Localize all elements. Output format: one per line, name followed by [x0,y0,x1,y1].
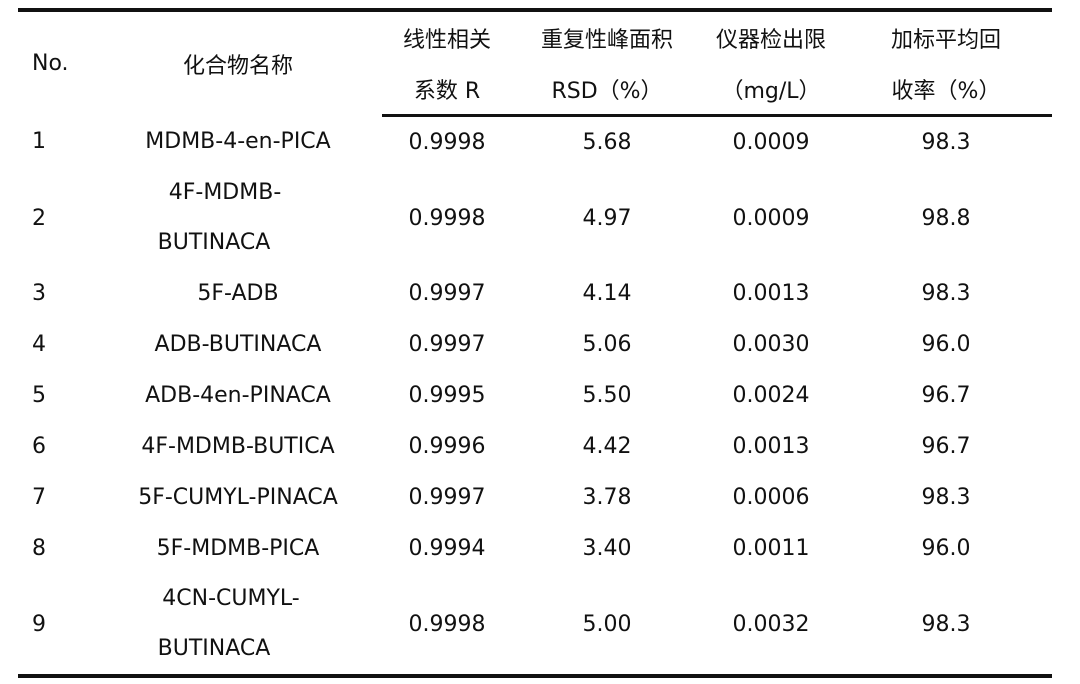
table-row: 7 5F-CUMYL-PINACA 0.9997 3.78 0.0006 98.… [18,472,1052,523]
cell-r: 0.9998 [382,574,512,678]
cell-r: 0.9997 [408,485,486,510]
table-row: 5 ADB-4en-PINACA 0.9995 5.50 0.0024 96.7 [18,370,1052,421]
compound-name-line1: 4CN-CUMYL- [162,586,300,611]
compound-name-line2: BUTINACA [157,230,271,255]
table-body: 1 MDMB-4-en-PICA 0.9998 5.68 0.0009 98.3… [18,116,1052,678]
cell-compound-name: ADB-4en-PINACA [145,383,331,408]
cell-compound-name: 4F-MDMB-BUTICA [141,434,335,459]
cell-rsd: 4.42 [582,434,632,459]
header-recovery-line2: 收率（%） [840,63,1052,117]
cell-rsd: 5.00 [512,574,702,678]
table-row: 9 4CN-CUMYL- BUTINACA 0.9998 5.00 0.0032… [18,574,1052,678]
cell-r: 0.9994 [408,536,486,561]
cell-compound-name: 5F-ADB [197,281,279,306]
cell-lod: 0.0024 [732,383,810,408]
cell-no: 9 [18,574,94,678]
header-recovery-line1: 加标平均回 [840,8,1052,63]
header-no: No. [18,8,94,116]
cell-rsd: 5.06 [582,332,632,357]
cell-r: 0.9998 [408,130,486,155]
cell-r: 0.9996 [408,434,486,459]
cell-recovery: 96.7 [921,383,971,408]
cell-no: 6 [32,434,46,459]
cell-recovery: 96.0 [921,536,971,561]
cell-r: 0.9995 [408,383,486,408]
cell-no: 4 [32,332,46,357]
cell-compound-name: ADB-BUTINACA [154,332,322,357]
cell-rsd: 3.40 [582,536,632,561]
cell-recovery: 98.8 [921,205,971,231]
cell-r: 0.9998 [408,205,486,231]
cell-no: 8 [32,536,46,561]
cell-lod: 0.0030 [732,332,810,357]
cell-rsd: 5.68 [582,130,632,155]
cell-recovery: 98.3 [921,281,971,306]
cell-no: 1 [32,129,46,155]
cell-lod: 0.0032 [702,574,840,678]
cell-no: 5 [32,383,46,408]
header-lod-line2: （mg/L） [702,63,840,117]
cell-no: 3 [32,281,46,306]
table-row: 8 5F-MDMB-PICA 0.9994 3.40 0.0011 96.0 [18,523,1052,574]
table-header: No. 化合物名称 线性相关 重复性峰面积 仪器检出限 加标平均回 系数 R R… [18,8,1052,117]
cell-lod: 0.0013 [732,434,810,459]
cell-r: 0.9997 [408,281,486,306]
compound-name-line2: BUTINACA [157,636,271,661]
cell-compound-name: 4CN-CUMYL- BUTINACA [94,574,382,678]
cell-lod: 0.0006 [732,485,810,510]
cell-rsd: 4.97 [582,205,632,231]
cell-r: 0.9997 [408,332,486,357]
cell-lod: 0.0013 [732,281,810,306]
table-row: 1 MDMB-4-en-PICA 0.9998 5.68 0.0009 98.3 [18,116,1052,169]
cell-lod: 0.0011 [732,536,810,561]
table-row: 2 4F-MDMB- BUTINACA 0.9998 4.97 0.0009 9… [18,168,1052,268]
header-r-line2: 系数 R [382,63,512,117]
table-row: 4 ADB-BUTINACA 0.9997 5.06 0.0030 96.0 [18,319,1052,370]
cell-rsd: 5.50 [582,383,632,408]
results-table: No. 化合物名称 线性相关 重复性峰面积 仪器检出限 加标平均回 系数 R R… [18,8,1052,678]
cell-compound-name: 5F-MDMB-PICA [156,536,320,561]
header-rsd-line1: 重复性峰面积 [512,8,702,63]
cell-recovery: 96.7 [921,434,971,459]
compound-name-line1: 4F-MDMB- [168,180,282,205]
header-r-line1: 线性相关 [382,8,512,63]
cell-recovery: 98.3 [921,130,971,155]
cell-recovery: 98.3 [921,485,971,510]
cell-compound-name: 4F-MDMB- BUTINACA [94,168,382,268]
cell-lod: 0.0009 [732,205,810,231]
table-row: 6 4F-MDMB-BUTICA 0.9996 4.42 0.0013 96.7 [18,421,1052,472]
cell-rsd: 4.14 [582,281,632,306]
cell-no: 2 [32,205,46,231]
cell-rsd: 3.78 [582,485,632,510]
cell-lod: 0.0009 [732,130,810,155]
header-compound-name: 化合物名称 [94,8,382,116]
cell-compound-name: 5F-CUMYL-PINACA [138,485,338,510]
header-lod-line1: 仪器检出限 [702,8,840,63]
cell-recovery: 98.3 [840,574,1052,678]
cell-recovery: 96.0 [921,332,971,357]
cell-no: 7 [32,485,46,510]
header-rsd-line2: RSD（%） [512,63,702,117]
cell-compound-name: MDMB-4-en-PICA [145,129,331,155]
table-row: 3 5F-ADB 0.9997 4.14 0.0013 98.3 [18,268,1052,319]
